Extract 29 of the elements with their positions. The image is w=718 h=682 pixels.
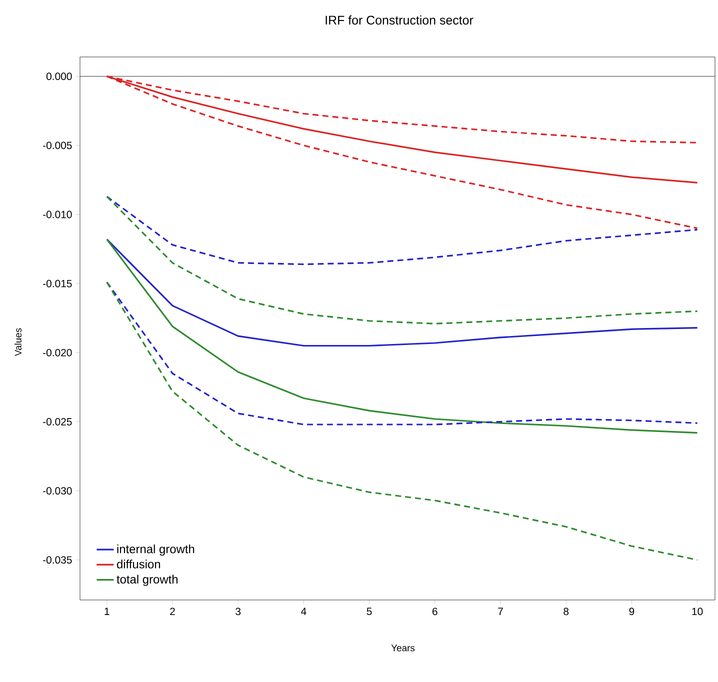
x-tick-label: 3 (236, 608, 241, 616)
y-tick-label: -0.010 (43, 210, 72, 218)
x-tick-label: 7 (498, 608, 503, 615)
y-tick-label: -0.030 (43, 487, 72, 495)
line-series (106, 196, 698, 324)
y-tick-label: 0.000 (46, 72, 72, 80)
line-series (106, 196, 698, 266)
x-tick-label: 6 (432, 608, 438, 616)
chart-title: IRF for Construction sector (326, 15, 474, 25)
legend-label: diffusion (116, 560, 160, 568)
legend-label: total growth (116, 574, 178, 586)
y-tick-label: -0.035 (43, 556, 72, 564)
legend-label: internal growth (117, 544, 194, 556)
y-tick-label: -0.020 (43, 348, 72, 356)
x-tick-label: 5 (366, 608, 372, 616)
y-tick-label: -0.015 (43, 280, 72, 288)
line-series (106, 238, 698, 347)
y-tick-label: -0.025 (43, 418, 72, 426)
x-tick-label: 8 (564, 608, 569, 616)
x-tick-label: 10 (692, 608, 703, 616)
x-axis-title: Years (391, 644, 415, 652)
x-tick-label: 2 (170, 608, 175, 616)
x-tick-label: 1 (104, 608, 110, 615)
y-tick-label: -0.005 (43, 142, 72, 150)
x-tick-label: 4 (301, 608, 306, 615)
line-series (106, 238, 698, 434)
line-series (106, 281, 698, 561)
y-axis-title: Values (14, 328, 22, 356)
x-tick-label: 9 (629, 608, 634, 616)
